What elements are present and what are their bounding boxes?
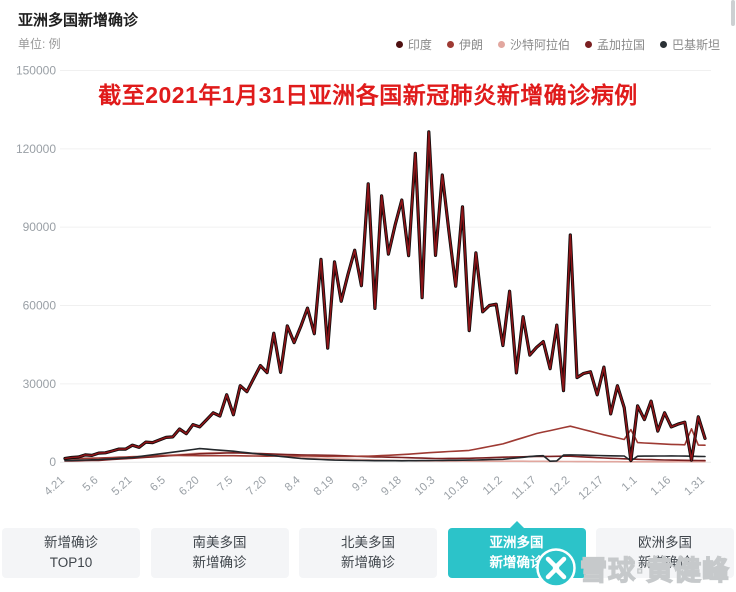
x-axis-tick-label: 1.16 — [649, 474, 674, 498]
tab-label-line1: 南美多国 — [192, 535, 247, 551]
series-line-印度 — [64, 131, 706, 462]
legend-label: 巴基斯坦 — [671, 38, 720, 52]
tab-北美多国-新增确诊[interactable]: 北美多国 新增确诊 — [299, 528, 437, 578]
y-axis-tick-label: 60000 — [23, 299, 57, 313]
line-chart-canvas: 0 30000 60000 90000 120000 150000 4.21 5.6 5.21 6… — [16, 64, 711, 502]
x-axis-tick-label: 6.20 — [177, 474, 202, 498]
tab-新增确诊-TOP10[interactable]: 新增确诊 TOP10 — [2, 528, 140, 578]
x-axis-tick-label: 6.5 — [148, 474, 168, 494]
tab-label-line1: 北美多国 — [341, 535, 395, 551]
tab-label-line2: 新增确诊 — [489, 555, 544, 570]
tab-label-line1: 新增确诊 — [44, 535, 98, 551]
x-axis-tick-label: 12.2 — [548, 474, 573, 498]
legend-dot-icon — [584, 41, 592, 48]
x-axis-tick-label: 1.1 — [620, 474, 640, 494]
x-axis-tick-label: 9.3 — [350, 474, 370, 494]
scrollbar[interactable] — [730, 0, 736, 592]
legend-label: 孟加拉国 — [596, 38, 645, 52]
scrollbar-thumb[interactable] — [731, 0, 735, 26]
x-axis-tick-label: 12.17 — [577, 474, 606, 502]
legend-label: 沙特阿拉伯 — [509, 38, 570, 52]
y-axis-tick-label: 90000 — [23, 220, 57, 234]
x-axis-tick-label: 11.2 — [481, 474, 505, 497]
legend-item-2[interactable]: 沙特阿拉伯 — [497, 36, 570, 53]
legend-label: 印度 — [407, 38, 432, 52]
x-axis-tick-label: 8.19 — [312, 474, 337, 498]
x-axis-tick-label: 7.5 — [216, 474, 236, 494]
chart-legend: 印度 伊朗 沙特阿拉伯 孟加拉国 巴基斯坦 — [395, 36, 720, 53]
legend-label: 伊朗 — [458, 38, 483, 52]
unit-label: 单位: 例 — [18, 37, 61, 51]
tab-label-line2: TOP10 — [49, 555, 93, 570]
tab-欧洲多国-新增确诊[interactable]: 欧洲多国 新增确诊 — [596, 528, 734, 578]
series-line-伊朗 — [64, 425, 706, 460]
tab-bar: 新增确诊 TOP10 南美多国 新增确诊 北美多国 新增确诊 亚洲多国 新增确诊 欧洲多国 新增确… — [0, 521, 736, 578]
y-axis-tick-label: 150000 — [16, 64, 56, 78]
x-axis-tick-label: 11.17 — [510, 474, 539, 502]
x-axis-tick-label: 9.18 — [379, 474, 404, 498]
x-axis-tick-label: 4.21 — [42, 474, 67, 498]
watermark: 雪球·黄健峰 — [536, 548, 730, 588]
legend-dot-icon — [446, 41, 454, 48]
watermark-text: 雪球·黄健峰 — [579, 555, 730, 586]
x-axis-tick-label: 5.6 — [81, 474, 101, 494]
legend-item-3[interactable]: 孟加拉国 — [584, 36, 645, 53]
xueqiu-logo-icon — [536, 548, 576, 588]
x-axis-tick-label: 8.4 — [283, 474, 303, 494]
tab-label-line2: 新增确诊 — [341, 555, 395, 570]
legend-dot-icon — [659, 41, 667, 48]
series-line-巴基斯坦 — [64, 447, 706, 463]
tab-label-line2: 新增确诊 — [638, 555, 692, 570]
tab-南美多国-新增确诊[interactable]: 南美多国 新增确诊 — [150, 528, 289, 578]
tab-label-line1: 亚洲多国 — [489, 535, 544, 551]
legend-dot-icon — [395, 41, 403, 48]
tab-label-line1: 欧洲多国 — [638, 535, 692, 551]
legend-item-0[interactable]: 印度 — [395, 36, 432, 53]
y-axis-tick-label: 0 — [49, 455, 56, 469]
x-axis-tick-label: 10.18 — [442, 474, 471, 502]
legend-item-4[interactable]: 巴基斯坦 — [659, 36, 720, 53]
y-axis-tick-label: 120000 — [16, 142, 56, 156]
page-title: 亚洲多国新增确诊 — [18, 12, 139, 29]
legend-item-1[interactable]: 伊朗 — [446, 36, 483, 53]
chart-headline: 截至2021年1月31日亚洲各国新冠肺炎新增确诊病例 — [98, 82, 638, 108]
y-axis-tick-label: 30000 — [23, 377, 57, 391]
legend-dot-icon — [497, 41, 505, 48]
series-outline-印度 — [63, 130, 707, 463]
x-axis-tick-label: 7.20 — [244, 474, 269, 498]
x-axis-tick-label: 1.31 — [682, 474, 707, 498]
x-axis-tick-label: 5.21 — [110, 474, 135, 498]
x-axis-tick-label: 10.3 — [413, 474, 438, 498]
tab-label-line2: 新增确诊 — [192, 555, 247, 570]
